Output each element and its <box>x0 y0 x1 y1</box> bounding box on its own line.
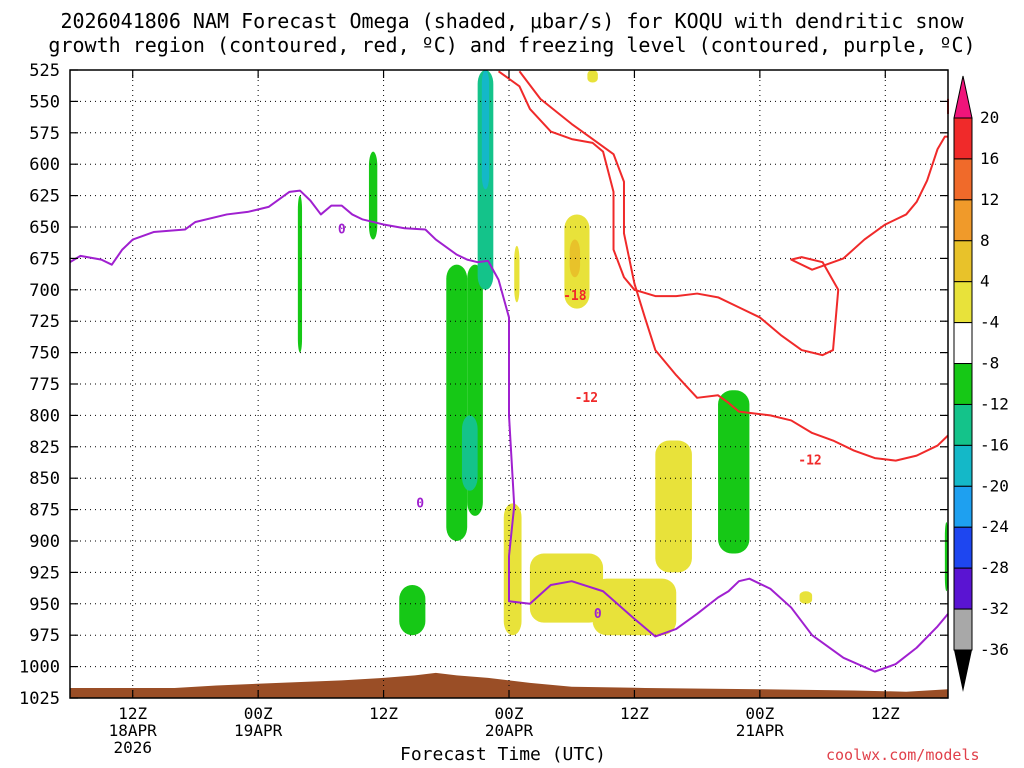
colorbar-swatch-0 <box>953 117 973 160</box>
omega-shade-region-11 <box>529 553 604 623</box>
colorbar-label-11: -28 <box>980 558 1009 577</box>
colorbar-swatch-2 <box>953 199 973 242</box>
omega-shade-region-9 <box>944 522 948 592</box>
omega-shade-region-6 <box>481 70 490 190</box>
colorbar-swatch-4 <box>953 281 973 324</box>
omega-shade-region-13 <box>655 440 692 573</box>
colorbar-swatch-7 <box>953 403 973 446</box>
colorbar-swatch-5 <box>953 322 973 365</box>
x-tick-label-18-0: 00Z <box>244 704 273 723</box>
chart-title-line2: growth region (contoured, red, ºC) and f… <box>48 33 976 57</box>
y-tick-label-975: 975 <box>29 626 60 646</box>
omega-shade-region-18 <box>799 591 813 604</box>
x-tick-label-66-0: 00Z <box>745 704 774 723</box>
omega-shade-region-2 <box>446 264 468 541</box>
colorbar-label-13: -36 <box>980 640 1009 659</box>
contour-labels: 0 0 0 -18 -12 -12 <box>338 223 822 622</box>
y-tick-label-525: 525 <box>29 61 60 81</box>
y-tick-label-675: 675 <box>29 249 60 269</box>
contour-line-2 <box>497 70 948 357</box>
omega-shade-region-1 <box>368 151 378 240</box>
freezing-level-label: 0 <box>338 223 346 238</box>
x-tick-label-54-0: 12Z <box>620 704 649 723</box>
colorbar-label-7: -12 <box>980 394 1009 413</box>
x-tick-label-78-0: 12Z <box>871 704 900 723</box>
colorbar-swatch-3 <box>953 240 973 283</box>
y-tick-label-575: 575 <box>29 124 60 144</box>
y-tick-label-600: 600 <box>29 155 60 175</box>
colorbar-label-10: -24 <box>980 517 1009 536</box>
colorbar-top-arrow <box>953 75 973 119</box>
colorbar-swatch-11 <box>953 567 973 610</box>
colorbar-label-8: -16 <box>980 435 1009 454</box>
y-tick-label-775: 775 <box>29 375 60 395</box>
y-tick-label-650: 650 <box>29 218 60 238</box>
omega-shade-region-7 <box>399 584 426 636</box>
dendritic-contour-label: -12 <box>575 391 598 406</box>
x-axis-title: Forecast Time (UTC) <box>400 744 606 765</box>
colorbar-label-4: 4 <box>980 272 990 291</box>
y-tick-label-1025: 1025 <box>19 689 60 709</box>
omega-shade-region-4 <box>461 415 478 491</box>
colorbar-swatch-9 <box>953 485 973 528</box>
colorbar-label-5: -4 <box>980 313 999 332</box>
omega-shade-region-0 <box>297 195 303 353</box>
y-tick-label-850: 850 <box>29 469 60 489</box>
colorbar-label-0: 20 <box>980 108 999 127</box>
colorbar-label-3: 8 <box>980 231 990 250</box>
y-tick-label-625: 625 <box>29 187 60 207</box>
colorbar-swatch-10 <box>953 526 973 569</box>
dendritic-contour-label: -18 <box>563 289 587 304</box>
omega-shade-region-16 <box>514 245 520 303</box>
chart-title-line1: 2026041806 NAM Forecast Omega (shaded, μ… <box>60 9 964 33</box>
colorbar-label-2: 12 <box>980 190 999 209</box>
contour-line-0 <box>69 189 949 673</box>
x-tick-label-6-1: 18APR <box>109 721 158 740</box>
x-tick-label-66-1: 21APR <box>736 721 785 740</box>
x-tick-label-42-0: 00Z <box>495 704 524 723</box>
y-tick-label-825: 825 <box>29 438 60 458</box>
omega-shade-region-12 <box>592 578 677 636</box>
colorbar-label-1: 16 <box>980 149 999 168</box>
omega-shade-region-8 <box>718 390 750 554</box>
colorbar-swatch-last <box>953 608 973 651</box>
y-tick-label-1000: 1000 <box>19 658 60 678</box>
x-tick-label-18-1: 19APR <box>234 721 283 740</box>
colorbar-label-12: -32 <box>980 599 1009 618</box>
dendritic-contour-label: -12 <box>798 454 821 469</box>
contour-lines <box>69 70 949 673</box>
colorbar-swatch-1 <box>953 158 973 201</box>
y-tick-label-725: 725 <box>29 312 60 332</box>
y-tick-label-925: 925 <box>29 563 60 583</box>
x-tick-label-42-1: 20APR <box>485 721 534 740</box>
credit-text: coolwx.com/models <box>826 746 980 764</box>
y-tick-label-800: 800 <box>29 406 60 426</box>
freezing-level-label: 0 <box>594 607 602 622</box>
contour-line-1 <box>518 70 949 462</box>
omega-shade-region-15 <box>569 239 581 278</box>
colorbar-swatch-8 <box>953 444 973 487</box>
y-tick-label-875: 875 <box>29 501 60 521</box>
colorbar-swatch-6 <box>953 363 973 405</box>
omega-shade-region-17 <box>587 70 598 83</box>
colorbar-label-6: -8 <box>980 354 999 373</box>
x-tick-label-6-0: 12Z <box>118 704 147 723</box>
freezing-level-label: 0 <box>416 496 424 511</box>
colorbar-bottom-arrow <box>954 650 972 692</box>
y-tick-label-750: 750 <box>29 344 60 364</box>
colorbar: 20 16 12 8 4 -4 -8 -12 -16 -20 -24 -28 -32 -36 <box>953 75 1009 692</box>
x-tick-label-30-0: 12Z <box>369 704 398 723</box>
colorbar-label-9: -20 <box>980 476 1009 495</box>
y-tick-label-950: 950 <box>29 595 60 615</box>
y-axis-labels: 525 550 575 600 625 650 675 700 725 750 775 800 825 8… <box>19 61 60 709</box>
axis-ticks <box>70 69 948 699</box>
y-tick-label-900: 900 <box>29 532 60 552</box>
x-tick-label-6-2: 2026 <box>113 738 152 757</box>
y-tick-label-550: 550 <box>29 92 60 112</box>
y-tick-label-700: 700 <box>29 281 60 301</box>
